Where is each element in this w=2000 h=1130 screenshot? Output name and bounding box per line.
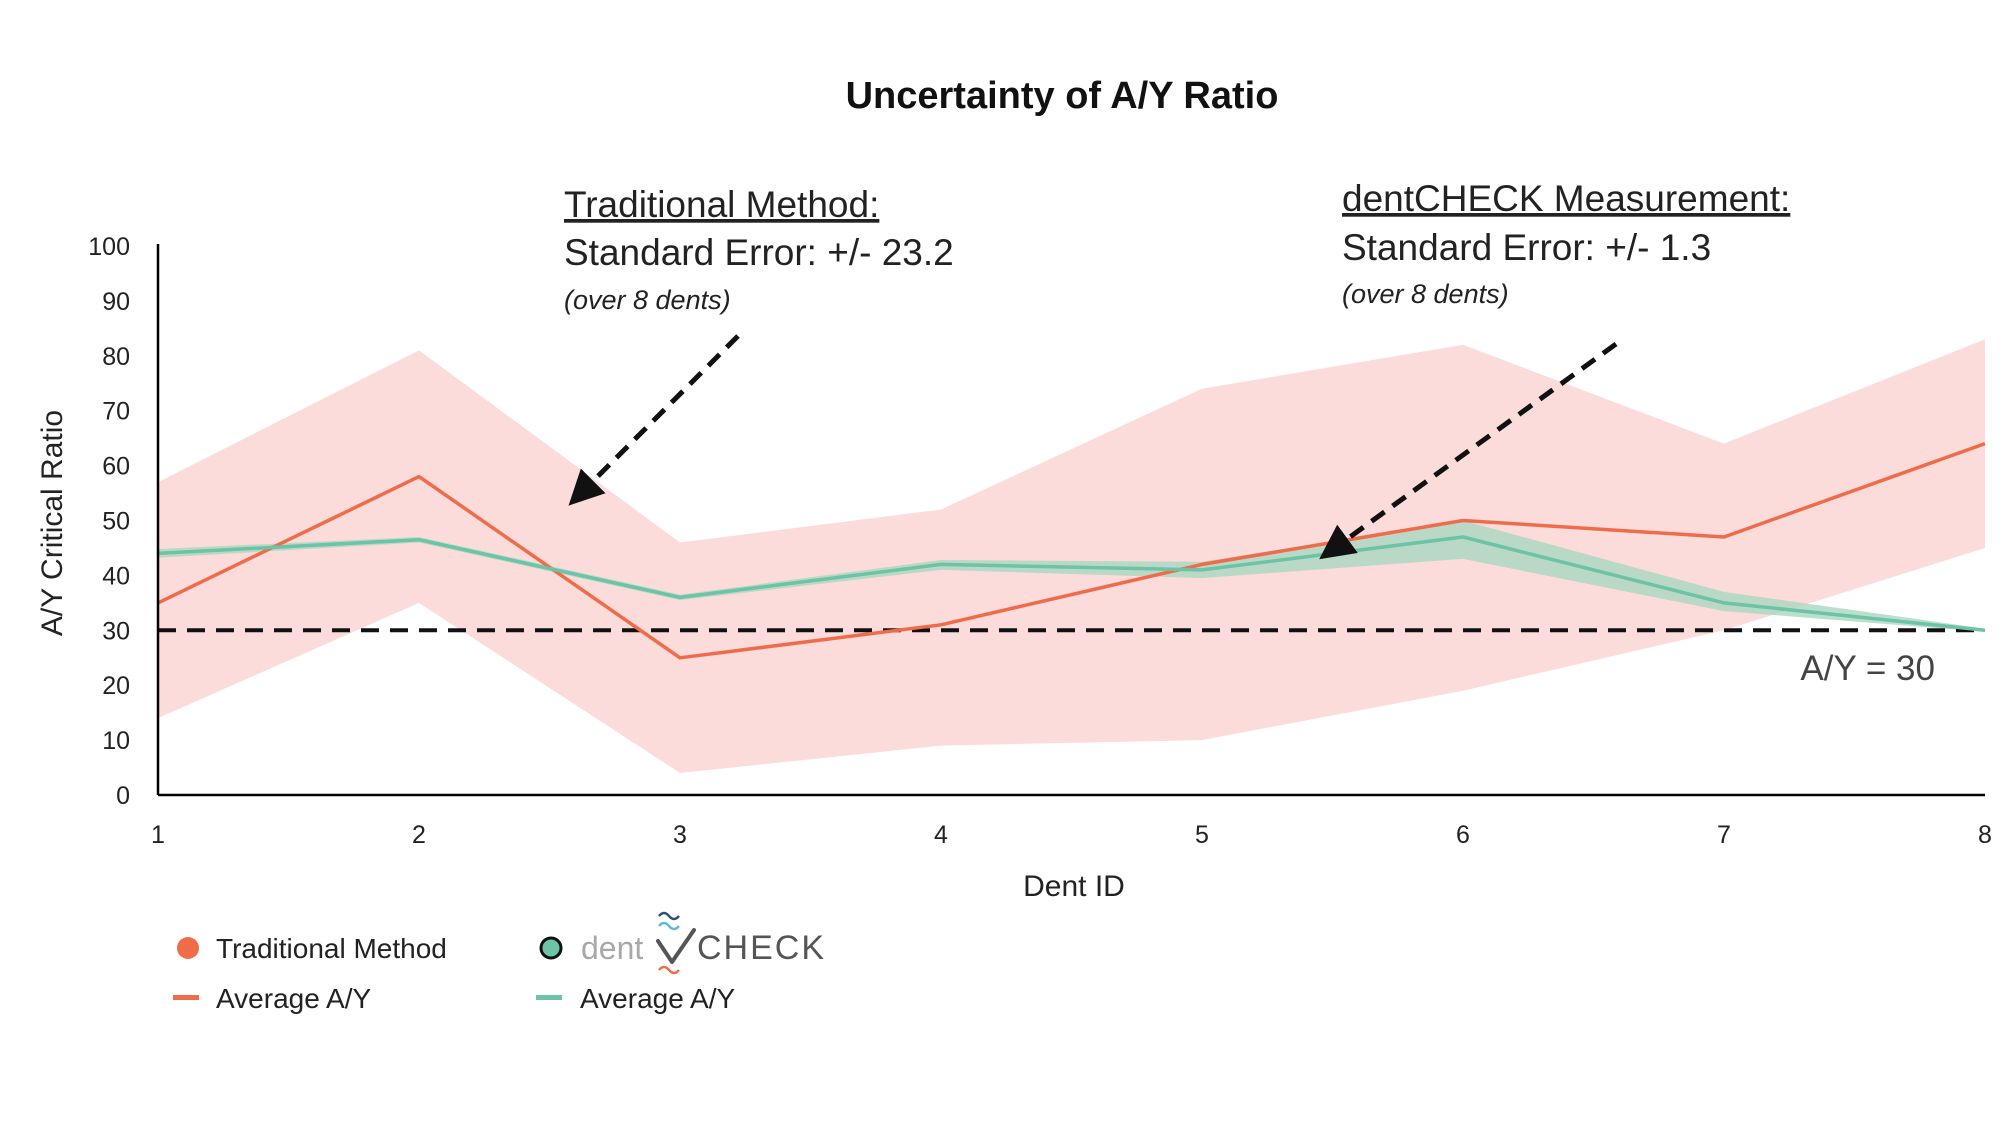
x-axis-label: Dent ID: [1023, 870, 1125, 903]
chart-title: Uncertainty of A/Y Ratio: [846, 75, 1279, 117]
legend-dentcheck-marker: [539, 936, 563, 960]
y-tick-label: 40: [102, 562, 130, 590]
uncertainty-bands: [158, 339, 1985, 773]
line-dentcheck: [157, 535, 1986, 633]
legend-traditional-line: [173, 995, 199, 1000]
annotation-traditional-note: (over 8 dents): [564, 285, 731, 315]
y-tick-label: 10: [102, 727, 130, 755]
y-tick-label: 60: [102, 453, 130, 481]
x-tick-label: 6: [1456, 821, 1470, 849]
y-tick-label: 90: [102, 288, 130, 316]
axes: [156, 244, 1985, 797]
annotation-dentcheck-body: Standard Error: +/- 1.3: [1342, 227, 1711, 268]
logo-wave-top2-icon: [658, 921, 680, 931]
annotation-dentcheck-note: (over 8 dents): [1342, 279, 1509, 309]
x-tick-label: 7: [1717, 821, 1731, 849]
y-tick-label: 70: [102, 398, 130, 426]
x-tick-label: 4: [934, 821, 948, 849]
y-tick-labels: 0 10 20 30 40 50 60 70 80 90 100: [88, 233, 130, 810]
reference-line-label: A/Y = 30: [1800, 649, 1935, 688]
line-traditional-method: [157, 441, 1986, 660]
x-tick-labels: 1 2 3 4 5 6 7 8: [151, 821, 1992, 849]
legend-traditional-marker: [177, 937, 199, 959]
dentcheck-logo: dent CHECK: [581, 911, 826, 975]
x-tick-label: 2: [412, 821, 426, 849]
x-tick-label: 3: [673, 821, 687, 849]
annotation-dentcheck-heading: dentCHECK Measurement:: [1342, 178, 1790, 219]
logo-wave-bottom-icon: [658, 965, 680, 975]
legend-traditional-avg-label: Average A/Y: [216, 983, 371, 1014]
logo-check-text: CHECK: [697, 929, 826, 967]
logo-check-icon: [656, 928, 696, 964]
y-tick-label: 30: [102, 617, 130, 645]
y-tick-label: 20: [102, 672, 130, 700]
annotation-traditional-heading: Traditional Method:: [564, 184, 879, 225]
annotation-arrow: [1319, 341, 1618, 560]
legend-dentcheck-line: [536, 995, 562, 1000]
x-tick-label: 5: [1195, 821, 1209, 849]
annotation-arrows: [568, 334, 1618, 560]
y-tick-label: 50: [102, 508, 130, 536]
band-dentcheck: [158, 520, 1985, 632]
annotation-arrow: [568, 334, 740, 506]
x-tick-label: 1: [151, 821, 165, 849]
annotation-traditional-body: Standard Error: +/- 23.2: [564, 232, 954, 273]
band-traditional-method: [158, 339, 1985, 773]
legend: Traditional Method Average A/Y dent CHEC…: [173, 911, 826, 1014]
y-axis-label: A/Y Critical Ratio: [36, 410, 69, 636]
logo-wave-top-icon: [658, 911, 680, 921]
y-tick-label: 80: [102, 343, 130, 371]
y-tick-label: 100: [88, 233, 130, 261]
series-lines: [157, 441, 1986, 660]
logo-dent-text: dent: [581, 930, 643, 966]
y-tick-label: 0: [116, 782, 130, 810]
legend-dentcheck-avg-label: Average A/Y: [580, 983, 735, 1014]
legend-traditional-label: Traditional Method: [216, 933, 447, 964]
x-tick-label: 8: [1978, 821, 1992, 849]
